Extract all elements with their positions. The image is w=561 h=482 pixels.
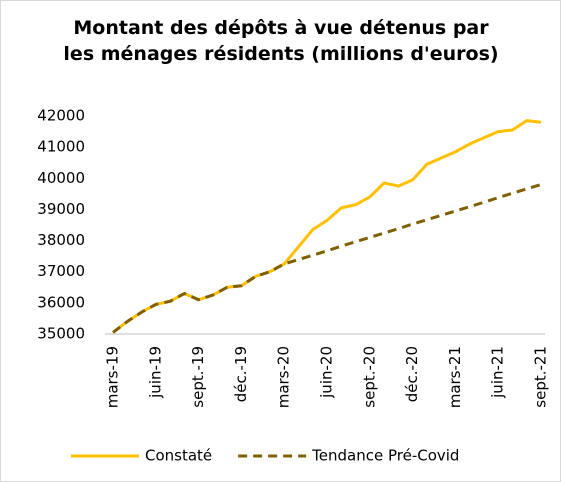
y-tick-label: 35000 xyxy=(37,325,85,343)
x-tick-label: mars-19 xyxy=(104,346,122,408)
x-tick-label: déc.-19 xyxy=(232,346,250,402)
chart-title: Montant des dépôts à vue détenus par les… xyxy=(63,17,499,65)
y-tick-label: 40000 xyxy=(37,169,85,187)
x-tick-label: juin-21 xyxy=(489,346,507,399)
y-tick-label: 42000 xyxy=(37,107,85,125)
x-tick-label: mars-20 xyxy=(275,346,293,408)
y-tick-label: 36000 xyxy=(37,293,85,311)
y-tick-label: 38000 xyxy=(37,231,85,249)
y-tick-label: 41000 xyxy=(37,138,85,156)
x-tick-label: mars-21 xyxy=(446,346,464,408)
x-tick-label: sept.-21 xyxy=(532,346,550,408)
legend-label: Tendance Pré-Covid xyxy=(311,447,459,465)
series-line xyxy=(112,119,542,334)
y-tick-label: 37000 xyxy=(37,262,85,280)
x-tick-label: sept.-19 xyxy=(189,346,207,408)
x-tick-label: sept.-20 xyxy=(360,346,378,408)
series-line xyxy=(112,183,542,334)
x-tick-label: juin-19 xyxy=(146,346,164,399)
legend-label: Constaté xyxy=(145,447,212,465)
x-tick-label: juin-20 xyxy=(318,346,336,399)
x-tick-label: déc.-20 xyxy=(403,346,421,402)
y-tick-label: 39000 xyxy=(37,200,85,218)
